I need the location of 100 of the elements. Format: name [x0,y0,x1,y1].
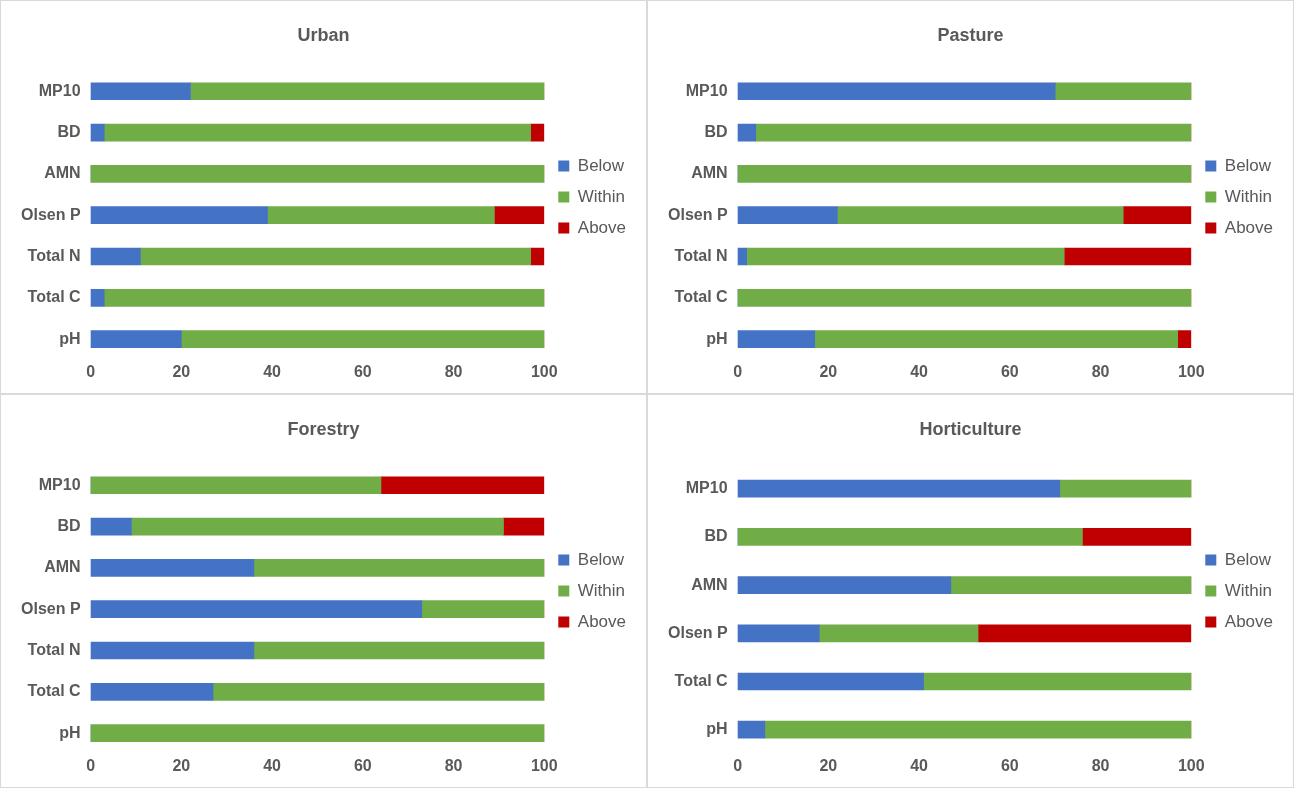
bar [1177,330,1192,348]
bar [737,247,747,266]
bar [90,123,105,142]
x-tick-label: 60 [1000,756,1019,774]
y-tick-label: pH [59,723,81,741]
bar [190,82,545,101]
bar [755,123,1192,142]
x-tick-label: 0 [86,362,96,380]
bar [737,528,1083,546]
y-tick-label: Olsen P [21,599,81,617]
x-tick-label: 100 [530,362,558,380]
y-tick-label: MP10 [685,81,728,99]
bar [90,82,191,101]
y-tick-label: MP10 [38,475,81,493]
y-tick-label: BD [57,516,81,534]
y-tick-label: MP10 [38,81,81,99]
bar [503,517,545,536]
bar [1082,528,1192,546]
bar [530,123,545,142]
y-tick-label: pH [706,329,728,347]
x-tick-label: 20 [172,756,191,774]
x-tick-label: 60 [353,756,372,774]
legend-label: Within [1224,580,1273,600]
bar [90,476,382,495]
bar [737,206,838,225]
bar [1063,247,1192,266]
y-tick-label: MP10 [685,479,728,497]
y-tick-label: Total N [27,640,81,658]
legend-label: Within [577,580,626,600]
x-tick-label: 100 [1177,362,1205,380]
bar [90,165,545,183]
bar [1054,82,1192,101]
x-tick-label: 20 [819,362,838,380]
x-tick-label: 60 [1000,362,1019,380]
x-tick-label: 80 [1091,362,1110,380]
x-tick-label: 80 [444,756,463,774]
x-tick-label: 20 [172,362,191,380]
bar [103,289,545,307]
bar [1059,479,1192,498]
bar [90,206,268,225]
bar [923,672,1192,691]
chart-title: Horticulture [919,418,1022,439]
x-tick-label: 100 [1177,756,1205,774]
legend-label: Below [577,549,625,569]
chart-title: Forestry [287,418,360,439]
legend-label: Below [1224,155,1272,175]
bar [737,123,757,142]
x-tick-label: 0 [733,362,743,380]
x-tick-label: 40 [910,362,929,380]
bar [737,330,816,348]
y-tick-label: Olsen P [21,205,81,223]
bar [90,330,182,348]
bar [180,330,545,348]
legend-label: Above [1224,611,1273,631]
x-tick-label: 40 [910,756,929,774]
bar [253,559,545,577]
x-tick-label: 80 [444,362,463,380]
bar [90,641,255,660]
bar [90,559,255,577]
bar [90,289,105,307]
y-tick-label: AMN [44,558,81,576]
y-tick-label: BD [704,122,728,140]
legend-label: Above [1224,217,1273,237]
x-tick-label: 40 [263,756,282,774]
bar [530,247,545,266]
bar [103,123,532,142]
bar [267,206,495,225]
bar [90,517,132,536]
y-tick-label: BD [704,527,728,545]
x-tick-label: 0 [733,756,743,774]
bar [90,600,423,619]
x-tick-label: 100 [530,756,558,774]
x-tick-label: 0 [86,756,96,774]
y-tick-label: Total C [674,288,729,306]
bar [737,165,1192,183]
y-tick-label: Total N [674,246,728,264]
y-tick-label: AMN [691,164,728,182]
bar [737,576,952,594]
bar [212,683,545,701]
y-tick-label: pH [706,720,728,738]
legend-label: Above [577,611,626,631]
bar [814,330,1179,348]
bar [131,517,504,536]
bar [746,247,1065,266]
y-tick-label: Total C [27,288,82,306]
bar [737,720,766,739]
y-tick-label: Total C [27,682,82,700]
legend-label: Below [1224,549,1272,569]
y-tick-label: Olsen P [668,205,728,223]
legend-label: Within [577,186,626,206]
y-tick-label: pH [59,329,81,347]
bar [737,479,1061,498]
y-tick-label: AMN [44,164,81,182]
legend-label: Below [577,155,625,175]
y-tick-label: Olsen P [668,623,728,641]
x-tick-label: 60 [353,362,372,380]
bar [818,624,979,643]
bar [737,672,924,691]
bar [253,641,545,660]
bar [737,82,1056,101]
